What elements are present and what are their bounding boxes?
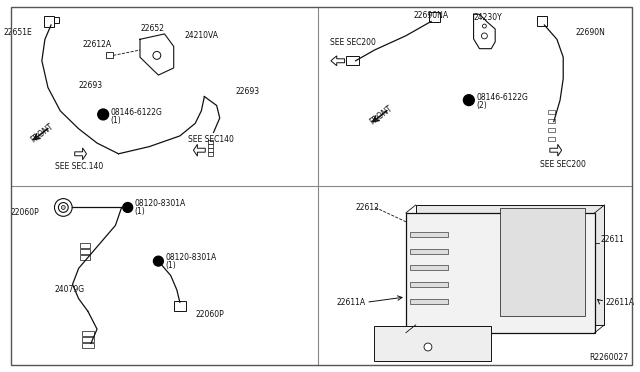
Circle shape <box>123 202 132 212</box>
Circle shape <box>483 24 486 28</box>
Text: 22611A: 22611A <box>337 298 366 307</box>
Text: 22693: 22693 <box>235 87 259 96</box>
Text: 24210VA: 24210VA <box>184 31 218 40</box>
Text: (1): (1) <box>134 207 145 216</box>
Bar <box>207 140 214 144</box>
Bar <box>207 152 214 156</box>
Bar <box>80 243 90 248</box>
Bar <box>106 52 113 58</box>
Bar <box>82 331 93 336</box>
Text: FRONT: FRONT <box>29 121 55 144</box>
Polygon shape <box>416 205 605 325</box>
Bar <box>207 144 214 148</box>
Polygon shape <box>193 144 205 156</box>
Bar <box>410 248 447 254</box>
Text: 22060P: 22060P <box>195 310 224 319</box>
Bar <box>174 301 186 311</box>
Bar <box>500 208 585 316</box>
Circle shape <box>58 202 68 212</box>
Text: (1): (1) <box>165 260 176 270</box>
Circle shape <box>98 109 109 120</box>
Text: 24079G: 24079G <box>54 285 84 294</box>
Text: 22690N: 22690N <box>576 28 605 37</box>
Circle shape <box>424 343 432 351</box>
Text: 22612A: 22612A <box>83 40 111 49</box>
Bar <box>207 148 214 152</box>
Text: 22652: 22652 <box>140 24 164 33</box>
Bar <box>410 299 447 304</box>
Circle shape <box>481 33 487 39</box>
Text: 22611: 22611 <box>601 235 625 244</box>
Circle shape <box>153 51 161 60</box>
Bar <box>54 17 59 23</box>
Bar <box>80 255 90 260</box>
Text: 08120-8301A: 08120-8301A <box>165 253 216 262</box>
Text: 22612: 22612 <box>356 203 380 212</box>
Circle shape <box>54 199 72 216</box>
FancyBboxPatch shape <box>44 16 54 27</box>
Text: B: B <box>156 259 161 264</box>
FancyBboxPatch shape <box>537 16 547 26</box>
Text: SEE SEC200: SEE SEC200 <box>330 38 376 47</box>
Text: B: B <box>467 97 471 103</box>
Polygon shape <box>406 213 595 333</box>
Bar <box>410 266 447 270</box>
Circle shape <box>154 256 163 266</box>
Bar <box>80 249 90 254</box>
Bar <box>410 282 447 287</box>
Text: 22651E: 22651E <box>4 28 33 37</box>
Text: 22693: 22693 <box>79 81 103 90</box>
Text: 08120-8301A: 08120-8301A <box>134 199 186 208</box>
Bar <box>548 137 555 141</box>
Bar <box>82 343 93 348</box>
Bar <box>548 128 555 132</box>
Text: 22060P: 22060P <box>10 208 39 217</box>
Text: R2260027: R2260027 <box>589 353 628 362</box>
Text: B: B <box>125 205 130 210</box>
Bar <box>548 119 555 123</box>
Bar <box>410 232 447 237</box>
Bar <box>82 337 93 342</box>
Text: (2): (2) <box>477 100 488 109</box>
Text: SEE SEC.140: SEE SEC.140 <box>54 162 103 171</box>
Bar <box>548 110 555 114</box>
Text: 24230Y: 24230Y <box>474 13 502 22</box>
Text: B: B <box>100 112 106 117</box>
Text: 22690NA: 22690NA <box>413 11 449 20</box>
Polygon shape <box>331 56 344 66</box>
Circle shape <box>463 95 474 106</box>
Text: SEE SEC200: SEE SEC200 <box>540 160 586 169</box>
Polygon shape <box>75 148 86 160</box>
Text: SEE SEC140: SEE SEC140 <box>188 135 234 144</box>
Text: 08146-6122G: 08146-6122G <box>110 108 162 117</box>
Polygon shape <box>550 144 562 156</box>
FancyBboxPatch shape <box>429 12 440 22</box>
Circle shape <box>61 205 65 209</box>
Polygon shape <box>374 326 491 361</box>
Text: FRONT: FRONT <box>368 103 394 126</box>
Text: 08146-6122G: 08146-6122G <box>477 93 529 102</box>
Text: 22611A: 22611A <box>606 298 635 307</box>
FancyBboxPatch shape <box>346 56 359 65</box>
Text: (1): (1) <box>110 116 121 125</box>
